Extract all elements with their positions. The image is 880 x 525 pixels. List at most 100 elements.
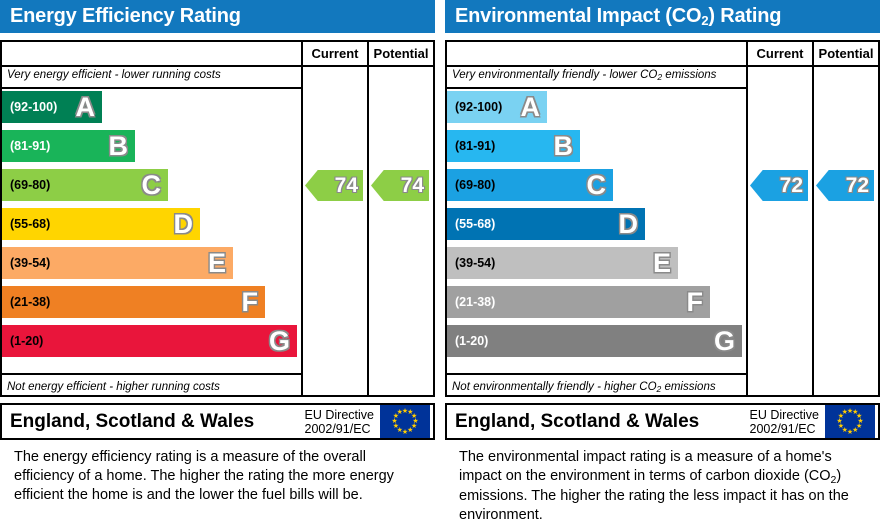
energy-efficiency-top-divider bbox=[2, 87, 301, 89]
eu-star-icon: ★ bbox=[401, 428, 409, 436]
co2-band-b-letter: B bbox=[553, 130, 574, 161]
energy-efficiency-title: Energy Efficiency Rating bbox=[0, 0, 435, 33]
environmental-impact-footer-region: England, Scotland & Wales bbox=[455, 410, 700, 432]
environmental-impact-header-current: Current bbox=[746, 42, 812, 65]
eu-star-icon: ★ bbox=[407, 427, 414, 435]
environmental-impact-header-potential: Potential bbox=[812, 42, 878, 65]
band-b-range: (81-91) bbox=[10, 139, 51, 153]
eu-star-icon: ★ bbox=[852, 408, 859, 416]
environmental-impact-top-caption-part1: Very environmentally friendly - lower CO bbox=[452, 69, 658, 81]
environmental-impact-potential-arrow: 72 bbox=[816, 170, 874, 201]
environmental-impact-bottom-divider bbox=[447, 373, 746, 375]
band-d-range: (55-68) bbox=[10, 217, 51, 231]
environmental-impact-title-subscript: 2 bbox=[701, 13, 709, 28]
co2-band-d-letter: D bbox=[618, 208, 639, 239]
energy-efficiency-bottom-caption: Not energy efficient - higher running co… bbox=[7, 381, 220, 393]
co2-band-g-range: (1-20) bbox=[455, 334, 489, 348]
eu-flag-icon: ★ ★ ★ ★ ★ ★ ★ ★ ★ ★ ★ ★ bbox=[380, 405, 430, 438]
eu-star-icon: ★ bbox=[401, 407, 409, 415]
eu-star-icon: ★ bbox=[410, 423, 418, 431]
environmental-impact-top-caption-part2: emissions bbox=[662, 69, 717, 81]
energy-efficiency-panel: Energy Efficiency Rating Current Potenti… bbox=[0, 0, 435, 503]
eu-star-icon: ★ bbox=[407, 408, 414, 416]
eu-star-icon: ★ bbox=[392, 412, 400, 420]
environmental-impact-column-divider-1 bbox=[746, 67, 748, 395]
energy-efficiency-header-current: Current bbox=[301, 42, 367, 65]
band-c-range: (69-80) bbox=[10, 178, 51, 192]
eu-star-icon: ★ bbox=[836, 418, 843, 425]
band-a-range: (92-100) bbox=[10, 100, 58, 114]
energy-efficiency-bottom-divider bbox=[2, 373, 301, 375]
environmental-impact-panel: Environmental Impact (CO2) Rating Curren… bbox=[445, 0, 880, 523]
eu-star-icon: ★ bbox=[846, 428, 854, 436]
co2-band-d-range: (55-68) bbox=[455, 217, 496, 231]
co2-band-b-range: (81-91) bbox=[455, 139, 496, 153]
band-g: (1-20) G bbox=[2, 325, 297, 357]
environmental-impact-bands-column: Very environmentally friendly - lower CO… bbox=[447, 67, 746, 395]
environmental-impact-bottom-caption-subscript: 2 bbox=[656, 384, 662, 394]
co2-band-e: (39-54) E bbox=[447, 247, 678, 279]
environmental-impact-bottom-caption-part2: emissions bbox=[661, 381, 716, 393]
environmental-impact-column-divider-2 bbox=[812, 67, 814, 395]
energy-efficiency-footer: England, Scotland & Wales EU Directive 2… bbox=[0, 403, 435, 440]
environmental-impact-directive-line2: 2002/91/EC bbox=[749, 421, 816, 436]
eu-star-icon: ★ bbox=[852, 427, 859, 435]
eu-star-icon: ★ bbox=[396, 408, 403, 416]
environmental-impact-description-part1: The environmental impact rating is a mea… bbox=[459, 449, 832, 484]
environmental-impact-directive-line1: EU Directive bbox=[749, 407, 819, 422]
band-a-letter: A bbox=[75, 91, 96, 122]
energy-efficiency-description: The energy efficiency rating is a measur… bbox=[14, 449, 394, 503]
energy-efficiency-header-potential: Potential bbox=[367, 42, 433, 65]
energy-efficiency-potential-value: 74 bbox=[400, 174, 424, 197]
environmental-impact-bottom-caption-part1: Not environmentally friendly - higher CO bbox=[452, 381, 657, 393]
energy-efficiency-header-blank bbox=[2, 42, 301, 65]
band-f: (21-38) F bbox=[2, 286, 265, 318]
environmental-impact-description-subscript: 2 bbox=[830, 474, 837, 486]
eu-star-icon: ★ bbox=[855, 423, 863, 431]
environmental-impact-title: Environmental Impact (CO2) Rating bbox=[445, 0, 880, 33]
band-g-letter: G bbox=[268, 325, 290, 356]
energy-efficiency-potential-arrow: 74 bbox=[371, 170, 429, 201]
eu-star-icon: ★ bbox=[841, 427, 848, 435]
energy-efficiency-directive-line1: EU Directive bbox=[304, 407, 374, 422]
energy-efficiency-title-text: Energy Efficiency Rating bbox=[10, 5, 241, 27]
energy-efficiency-footer-directive: EU Directive 2002/91/EC bbox=[305, 408, 380, 436]
eu-star-icon: ★ bbox=[412, 418, 419, 425]
eu-star-icon: ★ bbox=[837, 412, 845, 420]
eu-star-icon: ★ bbox=[855, 412, 863, 420]
band-b: (81-91) B bbox=[2, 130, 135, 162]
band-d-letter: D bbox=[173, 208, 194, 239]
co2-band-c-range: (69-80) bbox=[455, 178, 496, 192]
co2-band-e-range: (39-54) bbox=[455, 256, 496, 270]
environmental-impact-top-caption: Very environmentally friendly - lower CO… bbox=[452, 69, 717, 82]
band-f-range: (21-38) bbox=[10, 295, 51, 309]
environmental-impact-header-blank bbox=[447, 42, 746, 65]
band-e-range: (39-54) bbox=[10, 256, 51, 270]
energy-efficiency-current-arrow: 74 bbox=[305, 170, 363, 201]
environmental-impact-header-row: Current Potential bbox=[447, 42, 878, 67]
environmental-impact-description: The environmental impact rating is a mea… bbox=[445, 448, 880, 525]
eu-star-icon: ★ bbox=[396, 427, 403, 435]
band-b-letter: B bbox=[108, 130, 129, 161]
band-a: (92-100) A bbox=[2, 91, 102, 123]
environmental-impact-current-value: 72 bbox=[779, 174, 803, 197]
eu-star-icon: ★ bbox=[846, 407, 854, 415]
energy-efficiency-bands-column: Very energy efficient - lower running co… bbox=[2, 67, 301, 395]
environmental-impact-body: Very environmentally friendly - lower CO… bbox=[447, 67, 878, 395]
co2-band-f-range: (21-38) bbox=[455, 295, 496, 309]
energy-efficiency-column-divider-2 bbox=[367, 67, 369, 395]
band-e-letter: E bbox=[207, 247, 226, 278]
environmental-impact-bottom-caption: Not environmentally friendly - higher CO… bbox=[452, 381, 716, 394]
co2-band-a-range: (92-100) bbox=[455, 100, 503, 114]
band-c: (69-80) C bbox=[2, 169, 168, 201]
environmental-impact-table: Current Potential Very environmentally f… bbox=[445, 40, 880, 397]
eu-star-icon: ★ bbox=[391, 418, 398, 425]
eu-star-icon: ★ bbox=[857, 418, 864, 425]
co2-band-c: (69-80) C bbox=[447, 169, 613, 201]
band-d: (55-68) D bbox=[2, 208, 200, 240]
environmental-impact-title-text: Environmental Impact (CO bbox=[455, 5, 702, 27]
eu-star-icon: ★ bbox=[841, 408, 848, 416]
energy-efficiency-table: Current Potential Very energy efficient … bbox=[0, 40, 435, 397]
energy-efficiency-column-divider-1 bbox=[301, 67, 303, 395]
